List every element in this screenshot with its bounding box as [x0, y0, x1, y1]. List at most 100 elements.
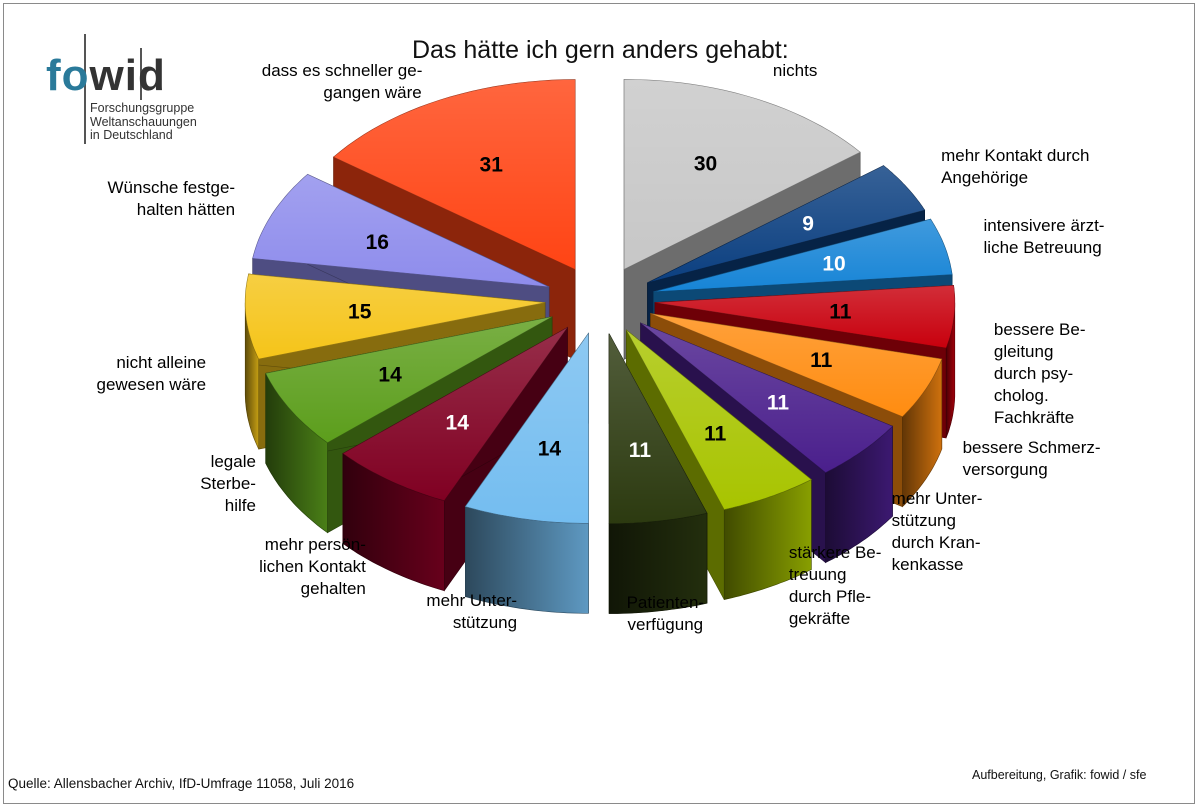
slice-value-label: 30: [694, 152, 717, 175]
pie-slice-top-shine: [252, 174, 550, 287]
pie-slice-side-shade: [825, 426, 893, 563]
slice-category-label-line: gleitung: [993, 341, 1054, 361]
slice-category-label-line: versorgung: [962, 459, 1048, 479]
slice-category-label: Patienten-verfügung: [585, 592, 745, 636]
pie-slice-top-shine: [647, 165, 925, 283]
slice-category-label: mehr Unter-stützung: [357, 590, 517, 634]
pie-slice-top-shine: [342, 327, 568, 501]
slice-category-label-line: nicht alleine: [116, 352, 207, 372]
slice-category-label: dass es schneller ge-gangen wäre: [262, 60, 423, 104]
pie-slice-top-shine: [245, 274, 546, 360]
pie-slice-top-shine: [465, 333, 589, 524]
pie-slice-top-shine: [624, 79, 861, 270]
slice-value-label: 11: [767, 391, 790, 414]
pie-slices: 30 31 9 16 10 11 15 11 14 11 14 11 14 11: [244, 78, 956, 614]
slice-category-label-line: verfügung: [627, 615, 704, 635]
slice-value-label: 14: [446, 411, 470, 434]
logo-fo: fo: [46, 51, 90, 100]
pie-slice-side-shade: [724, 479, 812, 600]
slice-category-label-line: bessere Schmerz-: [962, 437, 1101, 457]
slice-value-label: 15: [348, 301, 372, 324]
slice-category-label-line: intensivere ärzt-: [983, 215, 1105, 235]
pie-slice-top-shine: [609, 333, 707, 524]
logo-subtitle: Forschungsgruppe Weltanschauungen in Deu…: [90, 101, 197, 143]
slice-value-label: 11: [629, 439, 652, 462]
source-note: Quelle: Allensbacher Archiv, IfD-Umfrage…: [8, 776, 355, 791]
slice-category-label-line: Wünsche festge-: [107, 177, 236, 197]
chart-title: Das hätte ich gern anders gehabt:: [412, 36, 789, 64]
logo-wid: wid: [89, 51, 166, 100]
pie-slice-side-shade: [902, 359, 942, 507]
slice-category-label-line: gangen wäre: [323, 83, 422, 102]
slice-value-label: 31: [480, 153, 504, 176]
slice-category-label-line: cholog.: [993, 385, 1049, 405]
slice-category-label-line: lichen Kontakt: [259, 556, 366, 576]
slice-value-label: 11: [810, 349, 833, 372]
slice-category-label-line: durch psy-: [993, 363, 1074, 383]
slice-category-label: bessere Be-gleitung durch psy-cholog. Fach…: [994, 319, 1086, 429]
pie-slice-side-shade: [946, 302, 955, 438]
slice-category-label-line: stützung: [452, 613, 518, 633]
slice-category-label-line: Sterbe-: [200, 473, 256, 493]
slice-category-label-line: nichts: [772, 61, 818, 80]
pie-slice-side-shade: [342, 453, 445, 591]
slice-category-label-line: durch Kran-: [891, 533, 981, 553]
logo-wordmark: fo wid: [46, 51, 166, 100]
pie-slice: 11: [608, 333, 708, 614]
slice-category-label-line: mehr Kontakt durch: [941, 145, 1090, 165]
slice-category-label-line: durch Pfle-: [788, 586, 872, 606]
pie-slice-top-shine: [650, 313, 942, 417]
slice-category-label-line: halten hätten: [136, 199, 236, 219]
slice-category-label-line: stützung: [891, 511, 956, 531]
pie-slice-top-shine: [654, 285, 955, 348]
slice-category-label-line: Patienten-: [626, 593, 705, 613]
slice-category-label-line: gewesen wäre: [96, 374, 207, 394]
logo-subtitle-line: Forschungsgruppe: [90, 101, 195, 115]
slice-category-label: legale Sterbe-hilfe: [96, 451, 256, 517]
pie-slice-side-shade: [265, 373, 328, 533]
pie-slice-side-shade: [609, 513, 707, 614]
slice-category-label-line: mehr Unter-: [426, 591, 518, 611]
slice-category-label: bessere Schmerz-versorgung: [963, 437, 1101, 481]
slice-category-label: mehr Kontakt durch Angehörige: [941, 145, 1089, 189]
pie-slice-top-shine: [333, 79, 576, 270]
slice-value-label: 10: [822, 253, 845, 276]
slice-category-label: mehr persön-lichen Kontakt gehalten: [206, 534, 366, 600]
slice-category-label-line: stärkere Be-: [788, 542, 882, 562]
logo-subtitle-line: in Deutschland: [90, 128, 173, 142]
slice-category-label-line: mehr persön-: [264, 534, 366, 554]
pie-slice-side-shade: [245, 302, 259, 450]
fowid-logo: fo wid Forschungsgruppe Weltanschauungen …: [22, 18, 197, 144]
pie-slice: 11: [625, 329, 812, 600]
credit-note: Aufbereitung, Grafik: fowid / sfe: [972, 768, 1147, 782]
slice-category-label: nichts: [773, 60, 817, 82]
slice-category-label-line: gehalten: [300, 578, 366, 598]
slice-category-label: intensivere ärzt-liche Betreuung: [984, 215, 1105, 259]
slice-value-label: 14: [538, 438, 562, 461]
pie-slice-side-shade: [465, 506, 589, 614]
slice-category-label-line: Angehörige: [941, 167, 1029, 187]
slice-category-label-line: hilfe: [224, 495, 256, 515]
pie-slice-top-shine: [640, 322, 893, 473]
pie-slice-top-shine: [626, 329, 812, 510]
logo-divider: [84, 34, 86, 144]
slice-category-label-line: mehr Unter-: [891, 489, 983, 509]
logo-divider-2: [140, 48, 142, 100]
slice-category-label: stärkere Be-treuung durch Pfle-gekräfte: [789, 542, 882, 630]
slice-category-label-line: bessere Be-: [993, 319, 1086, 339]
slice-category-label-line: Fachkräfte: [993, 407, 1075, 427]
slice-value-label: 11: [704, 422, 727, 445]
pie-slice-top-shine: [653, 219, 953, 292]
slice-category-label-line: liche Betreuung: [983, 237, 1102, 257]
pie-slice: 14: [464, 332, 589, 614]
slice-category-label: nicht alleine gewesen wäre: [46, 352, 207, 396]
slice-value-label: 9: [802, 212, 814, 235]
chart-frame: [3, 3, 1195, 804]
pie-slice: 14: [342, 326, 568, 592]
logo-subtitle-line: Weltanschauungen: [90, 114, 197, 129]
slice-category-label: Wünsche festge-halten hätten: [75, 177, 236, 221]
slice-value-label: 14: [378, 364, 402, 387]
slice-category-label-line: treuung: [788, 564, 847, 584]
slice-category-label: mehr Unter-stützung durch Kran-kenkasse: [892, 488, 983, 576]
